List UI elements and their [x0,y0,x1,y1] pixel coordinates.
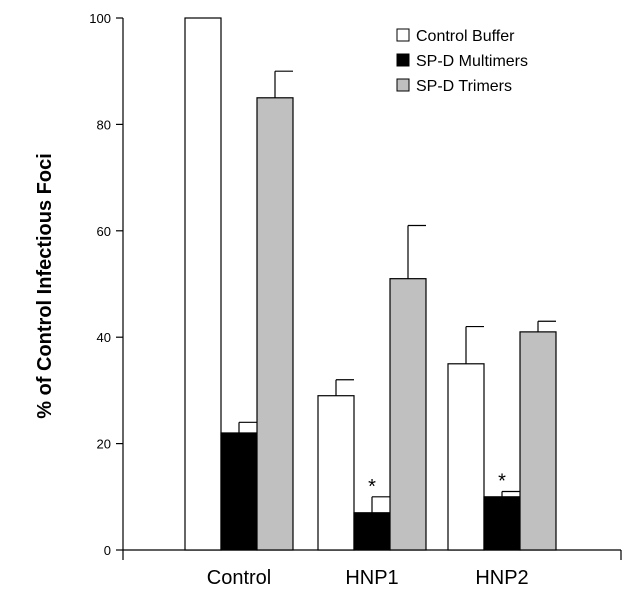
y-tick-label: 20 [97,437,111,452]
bar [447,363,485,551]
y-tick-label: 60 [97,224,111,239]
y-axis-label: % of Control Infectious Foci [34,153,56,419]
bars: Control * HNP1 * HNP2 [184,17,557,589]
significance-marker: * [498,470,506,492]
y-tick-label: 80 [97,117,111,132]
bar [483,496,521,551]
significance-marker: * [368,476,376,498]
legend-swatch [396,53,410,67]
bar [353,512,391,551]
y-tick-label: 100 [89,11,111,26]
bar [317,395,355,551]
legend-swatch [396,78,410,92]
bar [389,278,427,551]
bar [519,331,557,551]
y-tick-label: 0 [104,543,111,558]
y-tick-label: 40 [97,330,111,345]
legend-swatch [396,28,410,42]
x-tick-label: HNP1 [345,567,398,589]
x-tick-label: HNP2 [475,567,528,589]
legend-label: SP-D Trimers [416,78,512,95]
legend-label: Control Buffer [416,28,515,45]
bar [256,97,294,551]
bar [220,432,258,551]
bar [184,17,222,551]
legend: Control Buffer SP-D Multimers SP-D Trimers [396,28,528,95]
x-tick-label: Control [207,567,271,589]
legend-label: SP-D Multimers [416,53,528,70]
